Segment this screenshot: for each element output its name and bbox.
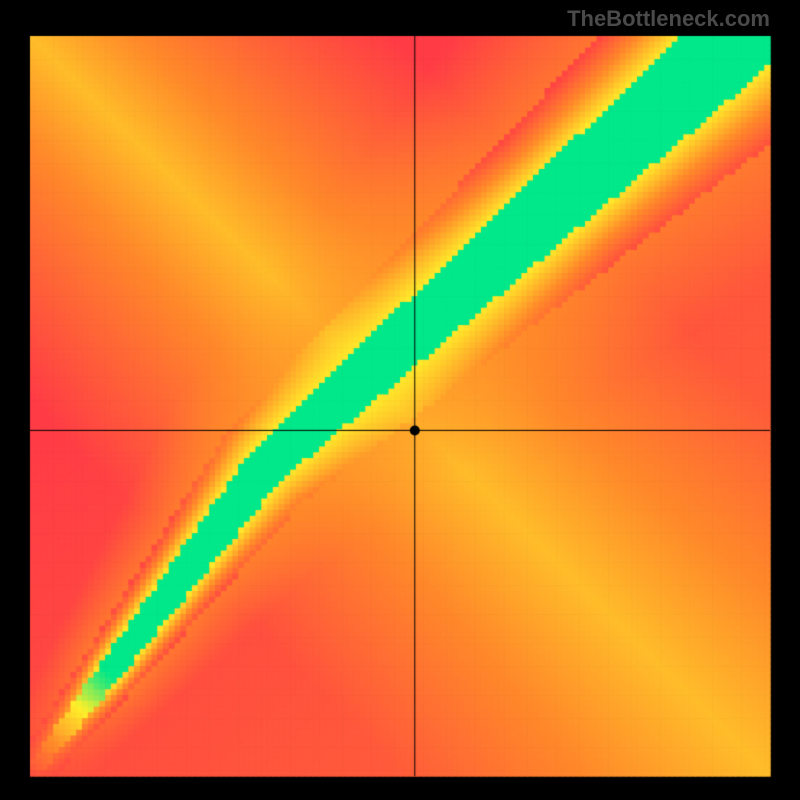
- chart-container: TheBottleneck.com: [0, 0, 800, 800]
- watermark-text: TheBottleneck.com: [567, 6, 770, 32]
- heatmap-canvas: [0, 0, 800, 800]
